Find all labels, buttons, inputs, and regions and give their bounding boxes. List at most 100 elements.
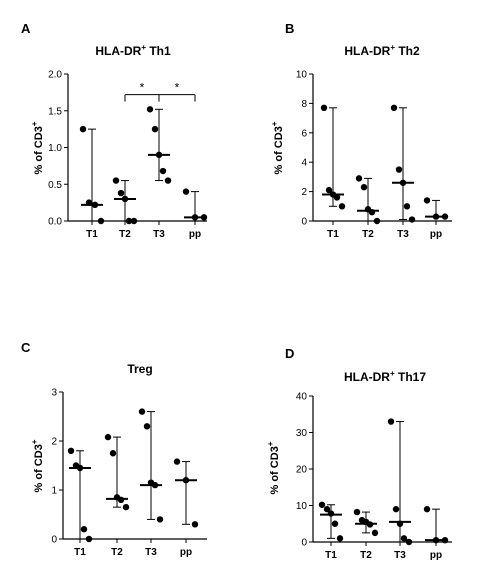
data-point bbox=[373, 217, 381, 225]
panel-title: HLA-DR+ Th2 bbox=[344, 43, 420, 58]
data-point bbox=[360, 183, 368, 191]
x-tick-label: T1 bbox=[327, 229, 339, 240]
x-tick-label: pp bbox=[189, 229, 201, 240]
data-point bbox=[387, 418, 395, 425]
x-tick-label: pp bbox=[180, 547, 192, 558]
x-tick-label: pp bbox=[430, 229, 442, 240]
x-tick-label: T3 bbox=[394, 550, 406, 561]
y-tick-label: 6 bbox=[301, 128, 307, 139]
y-tick-label: 0.0 bbox=[48, 217, 62, 228]
data-point bbox=[331, 520, 339, 527]
data-point bbox=[353, 508, 361, 516]
y-tick-label: 0.5 bbox=[48, 180, 62, 191]
y-tick-label: 2.0 bbox=[48, 70, 62, 81]
panel-a: A HLA-DR+ Th1 % of CD3+ 0.0 0.5 1.0 1.5 2.0 T… bbox=[21, 21, 208, 240]
data-point bbox=[320, 104, 328, 112]
y-tick-label: 0 bbox=[51, 535, 57, 546]
data-point bbox=[327, 510, 335, 517]
y-tick-label: 2 bbox=[301, 187, 307, 198]
significance-marker: * bbox=[175, 81, 180, 95]
panel-d: D HLA-DR+ Th17 % of CD3+ 0 10 20 30 40 T1 T2 T3… bbox=[266, 346, 452, 561]
data-point bbox=[85, 535, 93, 543]
plot-area: 0 2 4 6 8 10 T1 T2 T3 pp bbox=[296, 70, 452, 240]
data-point bbox=[104, 433, 112, 441]
data-point bbox=[371, 529, 379, 537]
data-point bbox=[395, 166, 403, 173]
data-point bbox=[336, 535, 344, 542]
x-tick-label: T3 bbox=[153, 229, 165, 240]
x-tick-label: T3 bbox=[397, 229, 409, 240]
data-point bbox=[423, 197, 431, 204]
plot-area: 0.0 0.5 1.0 1.5 2.0 T1 T2 T3 pp * * bbox=[48, 70, 208, 240]
y-tick-label: 30 bbox=[296, 428, 308, 439]
data-point bbox=[325, 186, 333, 194]
x-tick-label: T3 bbox=[145, 547, 157, 558]
y-tick-label: 10 bbox=[296, 501, 308, 512]
data-point bbox=[423, 505, 431, 513]
data-point bbox=[159, 167, 167, 175]
data-point bbox=[143, 423, 151, 430]
data-point bbox=[390, 104, 398, 112]
y-axis-label: % of CD3+ bbox=[30, 121, 45, 174]
panel-title: HLA-DR+ Th1 bbox=[95, 43, 171, 58]
data-point bbox=[191, 521, 199, 528]
panel-letter: B bbox=[285, 21, 294, 36]
data-point bbox=[109, 450, 117, 457]
data-point bbox=[130, 217, 138, 225]
x-tick-label: T1 bbox=[74, 547, 86, 558]
y-tick-label: 4 bbox=[301, 158, 307, 169]
data-point bbox=[151, 125, 159, 133]
data-point bbox=[182, 188, 190, 195]
panel-b: B HLA-DR+ Th2 % of CD3+ 0 2 4 6 8 10 T1 T2 T3 pp bbox=[270, 21, 452, 240]
x-tick-label: T2 bbox=[111, 547, 123, 558]
data-point bbox=[408, 216, 416, 223]
y-tick-label: 10 bbox=[296, 70, 308, 81]
data-point bbox=[67, 447, 75, 454]
data-point bbox=[400, 535, 408, 542]
data-point bbox=[333, 194, 341, 201]
x-tick-label: T2 bbox=[360, 550, 372, 561]
panel-title: Treg bbox=[127, 362, 152, 376]
y-tick-label: 2 bbox=[51, 437, 57, 448]
x-tick-label: T2 bbox=[119, 229, 131, 240]
data-point bbox=[80, 526, 88, 533]
panel-letter: C bbox=[21, 340, 31, 355]
data-point bbox=[318, 501, 326, 508]
data-point bbox=[355, 175, 363, 182]
y-tick-label: 1 bbox=[51, 486, 57, 497]
panel-title: HLA-DR+ Th17 bbox=[344, 369, 426, 384]
data-point bbox=[392, 505, 400, 513]
y-tick-label: 20 bbox=[296, 465, 308, 476]
data-point bbox=[138, 408, 146, 415]
data-point bbox=[338, 203, 346, 210]
y-tick-label: 0 bbox=[301, 217, 307, 228]
data-point bbox=[173, 458, 181, 465]
y-axis-label: % of CD3+ bbox=[30, 439, 45, 492]
y-tick-label: 1.0 bbox=[48, 143, 62, 154]
data-point bbox=[156, 516, 164, 523]
x-tick-label: pp bbox=[430, 550, 442, 561]
data-point bbox=[403, 203, 411, 210]
data-point bbox=[97, 217, 105, 225]
y-tick-label: 8 bbox=[301, 99, 307, 110]
significance-marker: * bbox=[140, 81, 145, 95]
y-tick-label: 3 bbox=[51, 388, 57, 399]
y-axis-label: % of CD3+ bbox=[270, 121, 285, 174]
data-point bbox=[125, 217, 133, 225]
plot-area: 0 1 2 3 T1 T2 T3 pp bbox=[51, 388, 207, 558]
x-tick-label: T2 bbox=[362, 229, 374, 240]
data-point bbox=[112, 177, 120, 184]
y-tick-label: 40 bbox=[296, 392, 308, 403]
x-tick-label: T1 bbox=[86, 229, 98, 240]
plot-area: 0 10 20 30 40 T1 T2 T3 pp bbox=[296, 392, 452, 561]
y-tick-label: 1.5 bbox=[48, 106, 62, 117]
data-point bbox=[323, 505, 331, 513]
data-point bbox=[122, 503, 130, 511]
panel-letter: D bbox=[285, 346, 294, 361]
x-tick-label: T1 bbox=[325, 550, 337, 561]
panel-letter: A bbox=[21, 21, 31, 36]
data-point bbox=[164, 177, 172, 184]
data-point bbox=[117, 189, 125, 197]
data-point bbox=[79, 125, 87, 133]
